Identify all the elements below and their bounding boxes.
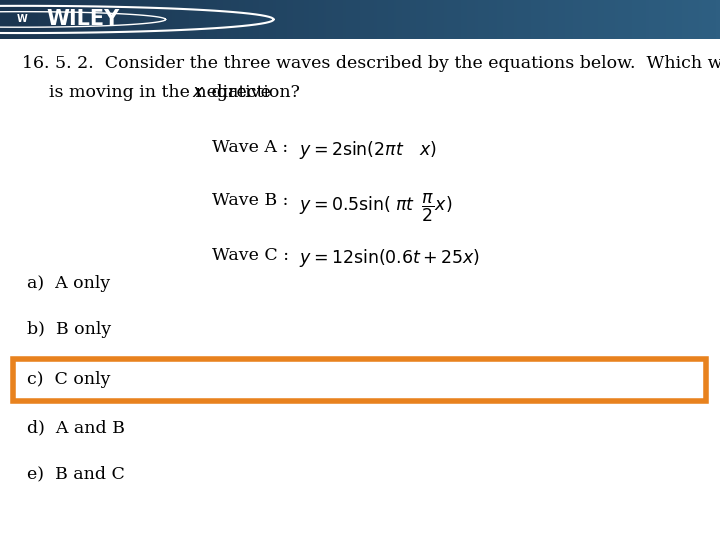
Text: Wave C :: Wave C :	[212, 247, 289, 264]
Text: WILEY: WILEY	[47, 9, 120, 30]
Text: direction?: direction?	[206, 84, 300, 101]
Text: $y = 2\sin(2\pi t\quad x)$: $y = 2\sin(2\pi t\quad x)$	[299, 139, 436, 161]
Text: 16. 5. 2.  Consider the three waves described by the equations below.  Which wav: 16. 5. 2. Consider the three waves descr…	[22, 55, 720, 72]
Text: d)  A and B: d) A and B	[27, 419, 125, 436]
Text: $y = 0.5\sin(\;\pi t\;\;\dfrac{\pi}{2}x)$: $y = 0.5\sin(\;\pi t\;\;\dfrac{\pi}{2}x)…	[299, 192, 452, 224]
Text: c)  C only: c) C only	[27, 370, 111, 388]
Text: Wave B :: Wave B :	[212, 192, 289, 209]
Text: a)  A only: a) A only	[27, 275, 111, 293]
Text: e)  B and C: e) B and C	[27, 466, 125, 483]
FancyBboxPatch shape	[13, 359, 706, 401]
Text: is moving in the negative: is moving in the negative	[49, 84, 276, 101]
Text: b)  B only: b) B only	[27, 321, 112, 338]
Text: Wave A :: Wave A :	[212, 139, 289, 156]
Text: $y = 12\sin(0.6t + 25x)$: $y = 12\sin(0.6t + 25x)$	[299, 247, 480, 269]
Text: $x$: $x$	[192, 84, 204, 101]
Text: W: W	[17, 15, 27, 24]
